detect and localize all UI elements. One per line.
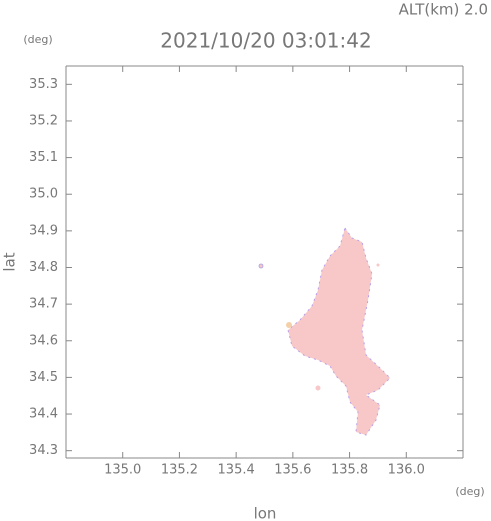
y-tick-label: 35.0	[29, 187, 58, 202]
y-tick-label: 34.3	[29, 443, 58, 458]
y-tick-label: 34.7	[29, 297, 58, 312]
x-tick-label: 135.0	[104, 463, 141, 478]
x-unit: (deg)	[455, 485, 484, 498]
x-tick-label: 135.8	[331, 463, 368, 478]
y-unit: (deg)	[23, 33, 52, 46]
y-tick-label: 34.4	[29, 407, 58, 422]
x-tick-label: 135.6	[274, 463, 311, 478]
y-tick-label: 34.9	[29, 223, 58, 238]
y-tick-label: 34.5	[29, 370, 58, 385]
echo-region	[258, 226, 391, 436]
y-tick-label: 34.8	[29, 260, 58, 275]
x-tick-label: 135.4	[218, 463, 255, 478]
y-tick-label: 35.1	[29, 150, 58, 165]
x-axis-label: lon	[254, 505, 277, 521]
altitude-label: ALT(km) 2.0	[399, 1, 488, 19]
x-tick-label: 135.2	[161, 463, 198, 478]
y-axis-label: lat	[1, 252, 19, 271]
y-tick-label: 34.6	[29, 333, 58, 348]
plot-frame	[65, 65, 464, 459]
y-tick-label: 35.2	[29, 113, 58, 128]
x-tick-label: 136.0	[388, 463, 425, 478]
y-tick-label: 35.3	[29, 77, 58, 92]
chart-title: 2021/10/20 03:01:42	[160, 29, 371, 53]
